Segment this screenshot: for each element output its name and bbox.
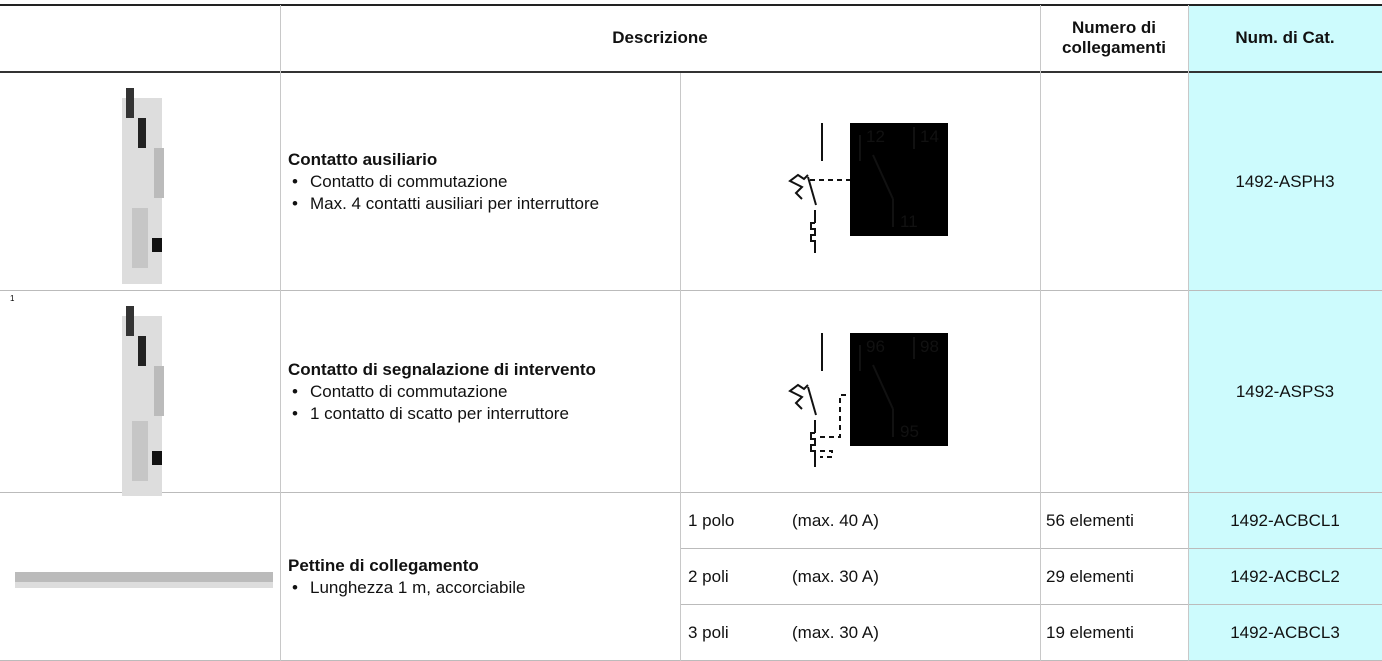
product-image [15, 572, 273, 588]
item-title: Contatto ausiliario [288, 149, 438, 169]
description-cell: Pettine di collegamento Lunghezza 1 m, a… [288, 493, 680, 660]
circuit-diagram: 12 14 11 [788, 123, 948, 253]
variant-poles: 1 polo [688, 510, 735, 530]
catalog-column-bg [1188, 5, 1382, 661]
description-cell: Contatto ausiliario Contatto di commutaz… [288, 73, 680, 290]
terminal-label: 11 [900, 212, 918, 231]
bullet: Max. 4 contatti ausiliari per interrutto… [288, 193, 680, 215]
catalog-number: 1492-ASPS3 [1235, 381, 1335, 401]
image-detail [152, 451, 162, 465]
terminal-label: 96 [866, 337, 885, 356]
top-rule [0, 4, 1382, 6]
col-rule [1040, 5, 1041, 661]
actuator [788, 383, 809, 410]
contact [872, 364, 894, 410]
row-rule [680, 548, 1382, 549]
footnote-marker: 1 [10, 294, 15, 303]
image-detail [154, 366, 164, 416]
contact-box [850, 333, 948, 446]
bullet: 1 contatto di scatto per interruttore [288, 403, 680, 425]
header-rule [0, 71, 1382, 73]
row-rule [680, 604, 1382, 605]
variant-catalog: 1492-ACBCL3 [1230, 622, 1340, 642]
header-description: Descrizione [612, 28, 708, 47]
bullet: Contatto di commutazione [288, 171, 680, 193]
image-detail [132, 421, 148, 481]
image-detail [126, 306, 134, 336]
image-detail [152, 238, 162, 252]
wire [807, 386, 817, 416]
image-detail [15, 582, 273, 588]
wire [810, 432, 816, 467]
variant-max: (max. 30 A) [792, 622, 879, 642]
image-detail [126, 88, 134, 118]
wire [807, 176, 817, 206]
row-rule [0, 290, 1382, 291]
variant-max: (max. 30 A) [792, 566, 879, 586]
image-detail [138, 336, 146, 366]
header-connections: Numero di collegamenti [1062, 18, 1166, 57]
variant-max: (max. 40 A) [792, 510, 879, 530]
circuit-diagram: 96 98 95 [788, 333, 948, 467]
mechanical-link [820, 450, 833, 458]
variant-catalog: 1492-ACBCL1 [1230, 510, 1340, 530]
actuator [788, 173, 809, 200]
item-title: Contatto di segnalazione di intervento [288, 359, 596, 379]
variant-poles: 3 poli [688, 622, 729, 642]
col-rule [680, 73, 681, 661]
terminal-label: 98 [920, 337, 939, 356]
variant-catalog: 1492-ACBCL2 [1230, 566, 1340, 586]
wire [810, 222, 816, 253]
header-catalog: Num. di Cat. [1235, 28, 1335, 47]
product-image [122, 88, 164, 284]
catalog-number: 1492-ASPH3 [1235, 171, 1335, 191]
image-body [15, 572, 273, 582]
image-detail [132, 208, 148, 268]
col-rule [280, 5, 281, 661]
col-rule [1188, 5, 1189, 661]
item-title: Pettine di collegamento [288, 555, 479, 575]
image-detail [138, 118, 146, 148]
description-cell: Contatto di segnalazione di intervento C… [288, 291, 680, 492]
row-rule [0, 492, 1382, 493]
variant-connections: 19 elementi [1046, 622, 1134, 642]
terminal-label: 14 [920, 127, 939, 146]
variant-connections: 56 elementi [1046, 510, 1134, 530]
contact-box [850, 123, 948, 236]
product-image [122, 306, 164, 496]
terminal-label: 12 [866, 127, 885, 146]
variant-poles: 2 poli [688, 566, 729, 586]
variant-connections: 29 elementi [1046, 566, 1134, 586]
contact [872, 154, 894, 200]
bullet: Lunghezza 1 m, accorciabile [288, 577, 680, 599]
terminal-label: 95 [900, 422, 919, 441]
image-detail [154, 148, 164, 198]
bullet: Contatto di commutazione [288, 381, 680, 403]
